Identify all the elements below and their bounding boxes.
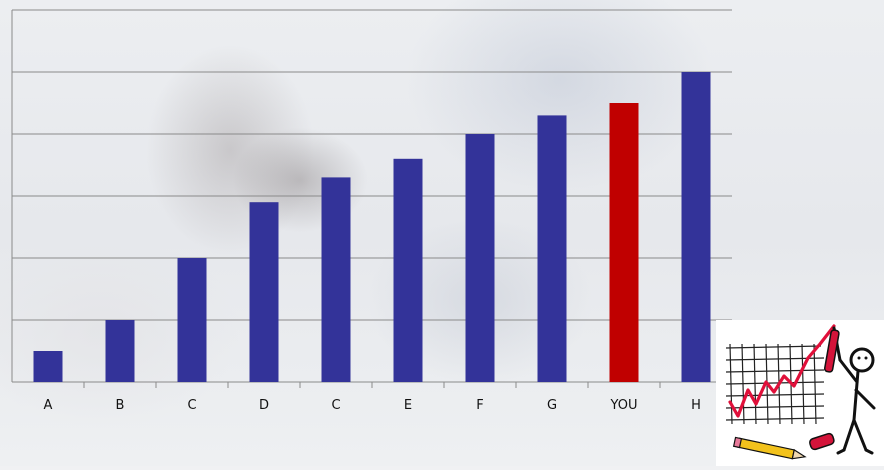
bar-c xyxy=(177,258,207,382)
bar-e xyxy=(393,158,423,382)
x-axis-labels: A B C D C E F G YOU H xyxy=(44,398,701,413)
bar-a xyxy=(33,351,63,382)
bar-b xyxy=(105,320,135,382)
x-tick-label: B xyxy=(116,398,125,413)
x-tick-label: A xyxy=(44,398,53,413)
bar-f xyxy=(465,134,495,382)
x-tick-label: G xyxy=(547,398,557,413)
stick-figure-presenting-rising-chart-icon xyxy=(716,320,884,466)
bar-d xyxy=(249,202,279,382)
x-tick-label: D xyxy=(259,398,269,413)
x-tick-label: E xyxy=(404,398,412,413)
x-tick-label: F xyxy=(476,398,483,413)
x-tick-label: C xyxy=(187,398,196,413)
x-tick-label: C xyxy=(331,398,340,413)
x-tick-label: H xyxy=(691,398,701,413)
bar-g xyxy=(537,115,567,383)
x-axis-ticks xyxy=(83,382,733,388)
bar-you xyxy=(609,103,639,382)
bar-h xyxy=(681,72,711,382)
bar-c xyxy=(321,177,351,382)
x-tick-label: YOU xyxy=(610,398,638,413)
bars xyxy=(33,72,711,383)
